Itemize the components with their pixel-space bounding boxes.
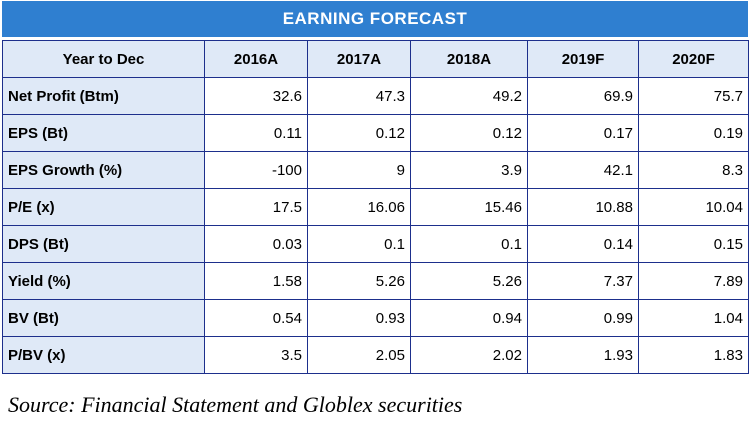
table-cell: 7.89 bbox=[638, 262, 749, 300]
table-row: Yield (%) 1.58 5.26 5.26 7.37 7.89 bbox=[2, 262, 749, 300]
table-cell: 5.26 bbox=[307, 262, 411, 300]
table-cell: 1.58 bbox=[204, 262, 308, 300]
table-cell: 0.93 bbox=[307, 299, 411, 337]
table-cell: 1.83 bbox=[638, 336, 749, 374]
row-label: Net Profit (Btm) bbox=[2, 77, 205, 115]
table-cell: 69.9 bbox=[527, 77, 639, 115]
row-label: BV (Bt) bbox=[2, 299, 205, 337]
table-row: BV (Bt) 0.54 0.93 0.94 0.99 1.04 bbox=[2, 299, 749, 337]
table-row: P/BV (x) 3.5 2.05 2.02 1.93 1.83 bbox=[2, 336, 749, 374]
table-cell: 1.04 bbox=[638, 299, 749, 337]
table-title: EARNING FORECAST bbox=[2, 1, 748, 37]
table-cell: 0.19 bbox=[638, 114, 749, 152]
header-cell-2019f: 2019F bbox=[527, 40, 639, 78]
table-cell: 2.02 bbox=[410, 336, 528, 374]
table-cell: 1.93 bbox=[527, 336, 639, 374]
table-cell: 0.54 bbox=[204, 299, 308, 337]
row-label: DPS (Bt) bbox=[2, 225, 205, 263]
table-cell: 5.26 bbox=[410, 262, 528, 300]
table-cell: -100 bbox=[204, 151, 308, 189]
source-note: Source: Financial Statement and Globlex … bbox=[8, 392, 463, 417]
header-cell-year-to-dec: Year to Dec bbox=[2, 40, 205, 78]
table-cell: 3.5 bbox=[204, 336, 308, 374]
table-cell: 42.1 bbox=[527, 151, 639, 189]
table-cell: 0.1 bbox=[410, 225, 528, 263]
table-cell: 7.37 bbox=[527, 262, 639, 300]
table-row: DPS (Bt) 0.03 0.1 0.1 0.14 0.15 bbox=[2, 225, 749, 263]
table-cell: 10.88 bbox=[527, 188, 639, 226]
table-cell: 0.11 bbox=[204, 114, 308, 152]
table-cell: 0.15 bbox=[638, 225, 749, 263]
table-row: P/E (x) 17.5 16.06 15.46 10.88 10.04 bbox=[2, 188, 749, 226]
table-cell: 47.3 bbox=[307, 77, 411, 115]
header-cell-2016a: 2016A bbox=[204, 40, 308, 78]
table-cell: 0.03 bbox=[204, 225, 308, 263]
table-cell: 0.14 bbox=[527, 225, 639, 263]
table-cell: 32.6 bbox=[204, 77, 308, 115]
table-cell: 0.1 bbox=[307, 225, 411, 263]
table-row: EPS Growth (%) -100 9 3.9 42.1 8.3 bbox=[2, 151, 749, 189]
table-cell: 17.5 bbox=[204, 188, 308, 226]
table-cell: 10.04 bbox=[638, 188, 749, 226]
table-cell: 0.12 bbox=[307, 114, 411, 152]
table-cell: 49.2 bbox=[410, 77, 528, 115]
row-label: EPS (Bt) bbox=[2, 114, 205, 152]
header-cell-2020f: 2020F bbox=[638, 40, 749, 78]
table-row: EPS (Bt) 0.11 0.12 0.12 0.17 0.19 bbox=[2, 114, 749, 152]
row-label: P/BV (x) bbox=[2, 336, 205, 374]
table-cell: 8.3 bbox=[638, 151, 749, 189]
table-cell: 0.99 bbox=[527, 299, 639, 337]
forecast-table: Year to Dec 2016A 2017A 2018A 2019F 2020… bbox=[2, 40, 749, 374]
table-cell: 0.17 bbox=[527, 114, 639, 152]
table-cell: 0.94 bbox=[410, 299, 528, 337]
row-label: P/E (x) bbox=[2, 188, 205, 226]
row-label: Yield (%) bbox=[2, 262, 205, 300]
table-cell: 0.12 bbox=[410, 114, 528, 152]
header-cell-2018a: 2018A bbox=[410, 40, 528, 78]
table-cell: 15.46 bbox=[410, 188, 528, 226]
table-cell: 16.06 bbox=[307, 188, 411, 226]
table-cell: 3.9 bbox=[410, 151, 528, 189]
header-row: Year to Dec 2016A 2017A 2018A 2019F 2020… bbox=[2, 40, 749, 78]
row-label: EPS Growth (%) bbox=[2, 151, 205, 189]
header-cell-2017a: 2017A bbox=[307, 40, 411, 78]
table-cell: 75.7 bbox=[638, 77, 749, 115]
table-cell: 9 bbox=[307, 151, 411, 189]
table-cell: 2.05 bbox=[307, 336, 411, 374]
table-row: Net Profit (Btm) 32.6 47.3 49.2 69.9 75.… bbox=[2, 77, 749, 115]
